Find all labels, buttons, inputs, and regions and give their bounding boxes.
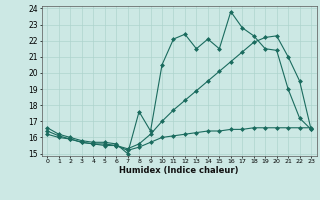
- X-axis label: Humidex (Indice chaleur): Humidex (Indice chaleur): [119, 166, 239, 175]
